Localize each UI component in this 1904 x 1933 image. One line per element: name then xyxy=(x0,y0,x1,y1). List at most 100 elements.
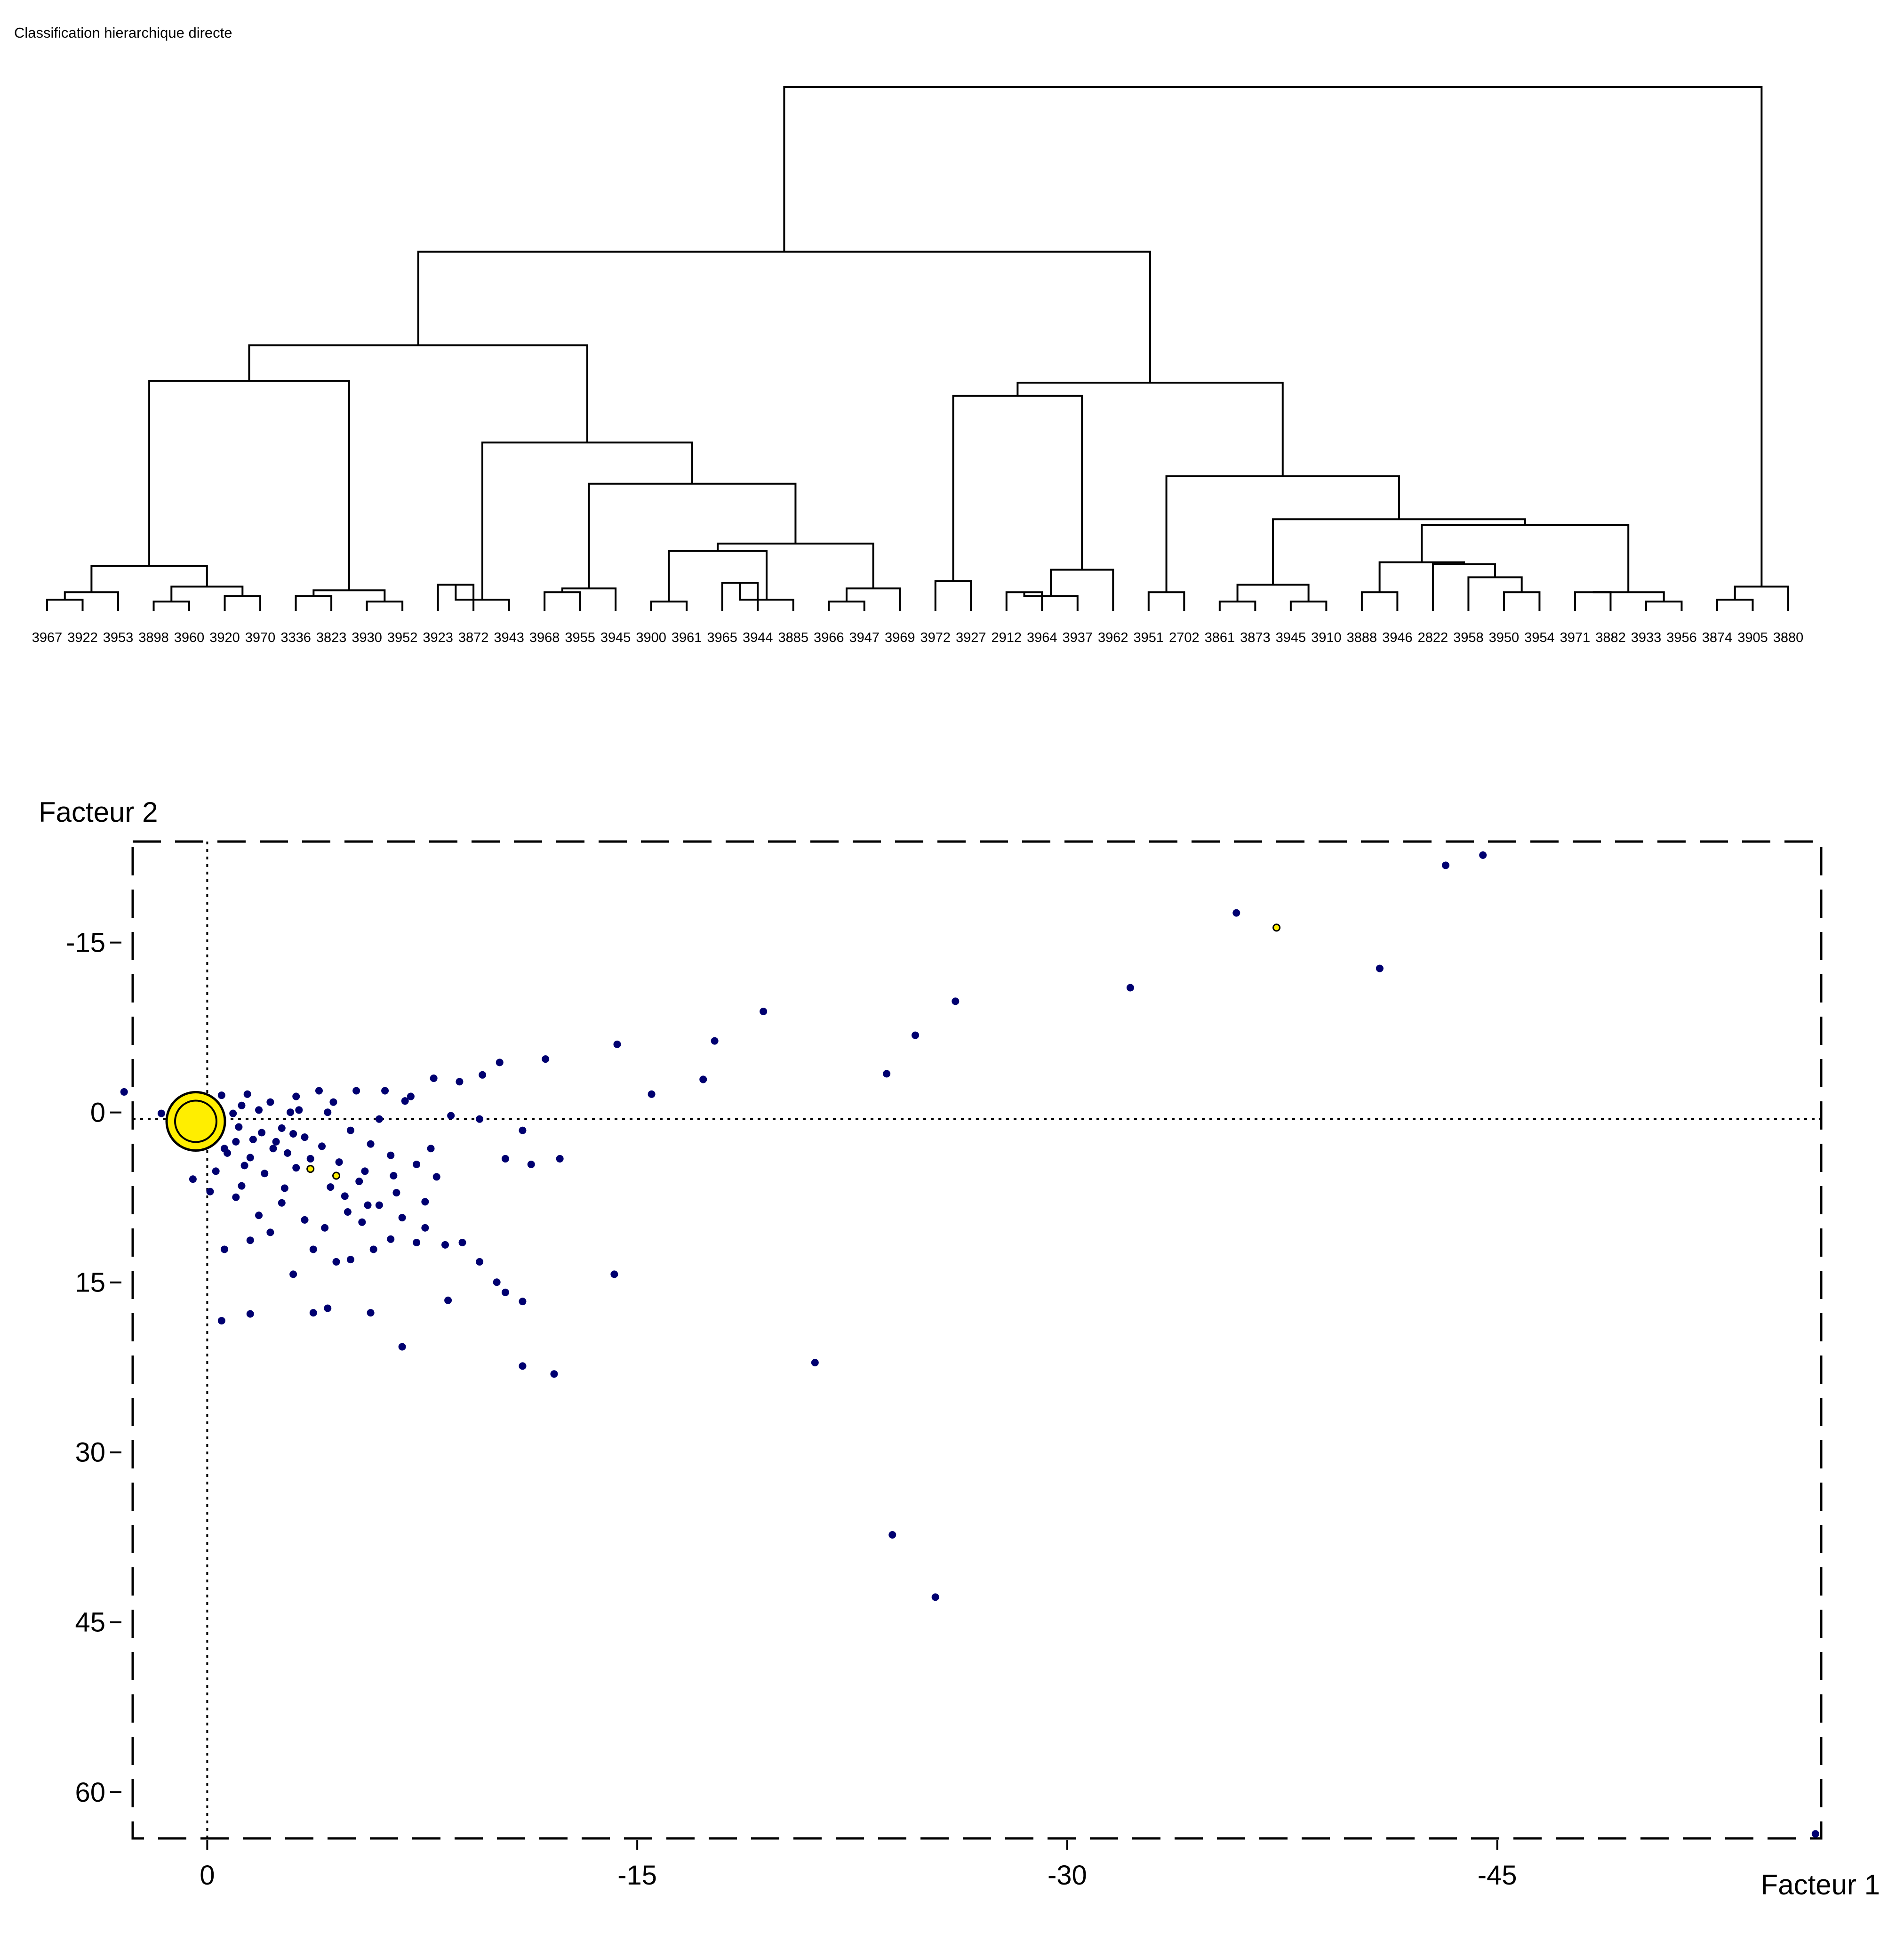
data-point xyxy=(232,1138,240,1146)
leaf-label: 3967 xyxy=(32,630,63,645)
leaf-label: 3945 xyxy=(600,630,631,645)
data-point xyxy=(367,1140,375,1148)
leaf-label: 3964 xyxy=(1027,630,1057,645)
dendrogram-link xyxy=(1467,576,1523,611)
leaf-label: 3958 xyxy=(1453,630,1484,645)
data-point xyxy=(280,1184,288,1192)
data-point xyxy=(421,1224,429,1232)
dendrogram-link xyxy=(1289,601,1328,611)
leaf-label: 3872 xyxy=(458,630,489,645)
data-point xyxy=(519,1298,527,1306)
data-point xyxy=(811,1359,819,1367)
y-tick-label: 30 xyxy=(75,1437,105,1468)
leaf-label: 3336 xyxy=(280,630,311,645)
data-point xyxy=(1479,851,1487,859)
data-point xyxy=(238,1182,246,1190)
data-point xyxy=(309,1245,317,1253)
data-point xyxy=(246,1310,254,1318)
data-point xyxy=(324,1108,332,1116)
leaf-label: 3965 xyxy=(707,630,737,645)
data-point xyxy=(413,1160,421,1168)
data-point xyxy=(427,1145,435,1153)
leaf-label: 3969 xyxy=(885,630,915,645)
leaf-label: 3823 xyxy=(316,630,347,645)
leaf-label: 3905 xyxy=(1737,630,1768,645)
dendrogram-link xyxy=(417,250,1152,383)
data-point xyxy=(444,1296,452,1304)
data-point xyxy=(157,1109,165,1117)
data-point xyxy=(346,1126,354,1134)
plot-border xyxy=(131,840,1823,1840)
data-point xyxy=(501,1288,509,1296)
data-point xyxy=(476,1115,484,1123)
highlight-point-inner xyxy=(174,1099,218,1143)
highlight-point xyxy=(332,1171,341,1180)
leaf-label: 3874 xyxy=(1702,630,1733,645)
data-point xyxy=(246,1236,254,1244)
data-point xyxy=(550,1370,558,1378)
dendrogram-link xyxy=(46,599,84,611)
data-point xyxy=(295,1106,303,1114)
leaf-label: 3923 xyxy=(423,630,453,645)
data-point xyxy=(344,1208,352,1216)
dendrogram-link xyxy=(668,550,768,602)
data-point xyxy=(387,1235,395,1243)
leaf-label: 3880 xyxy=(1773,630,1804,645)
dendrogram-link xyxy=(845,587,901,611)
data-point xyxy=(327,1183,335,1191)
leaf-label: 2912 xyxy=(992,630,1022,645)
data-point xyxy=(232,1193,240,1201)
data-point xyxy=(458,1239,466,1247)
dendrogram-link xyxy=(650,601,688,611)
data-point xyxy=(355,1178,363,1186)
data-point xyxy=(1441,861,1449,869)
data-point xyxy=(367,1309,375,1317)
dendrogram-link xyxy=(1592,591,1665,602)
data-point xyxy=(278,1124,286,1132)
y-tick-label: 60 xyxy=(75,1777,105,1808)
leaf-label: 3968 xyxy=(529,630,560,645)
leaf-label: 3956 xyxy=(1666,630,1697,645)
dendrogram-link xyxy=(1272,518,1526,585)
data-point xyxy=(888,1531,896,1539)
data-point xyxy=(238,1101,246,1109)
data-point xyxy=(392,1189,400,1197)
leaf-label: 3971 xyxy=(1560,630,1591,645)
data-point xyxy=(358,1218,366,1226)
data-point xyxy=(613,1040,621,1048)
leaf-label: 3888 xyxy=(1347,630,1377,645)
data-point xyxy=(278,1199,286,1207)
dendrogram-link xyxy=(1503,591,1541,611)
data-point xyxy=(430,1075,438,1083)
data-point xyxy=(369,1245,377,1253)
leaf-label: 3898 xyxy=(138,630,169,645)
y-axis-label: Facteur 2 xyxy=(39,796,158,828)
dendrogram-link xyxy=(152,601,191,611)
dendrogram-link xyxy=(1432,563,1496,611)
y-tick-label: 15 xyxy=(75,1267,105,1298)
dendrogram-link xyxy=(1218,601,1256,611)
data-point xyxy=(390,1172,398,1180)
leaf-label: 3947 xyxy=(849,630,880,645)
dendrogram-link xyxy=(295,595,333,611)
leaf-label: 3945 xyxy=(1276,630,1306,645)
data-point xyxy=(527,1160,535,1168)
data-point xyxy=(220,1245,228,1253)
dendrogram-link xyxy=(1236,584,1310,602)
dendrogram-link xyxy=(1360,591,1399,611)
data-point xyxy=(413,1239,421,1247)
leaf-label: 3960 xyxy=(174,630,205,645)
dendrogram-link xyxy=(64,591,120,611)
dendrogram-link xyxy=(828,601,865,611)
data-point xyxy=(364,1201,372,1209)
data-point xyxy=(120,1088,128,1096)
data-point xyxy=(243,1090,251,1098)
leaf-label: 3882 xyxy=(1595,630,1626,645)
leaf-label: 3951 xyxy=(1134,630,1164,645)
data-point xyxy=(501,1155,509,1163)
dendrogram-link xyxy=(934,580,972,611)
reference-lines xyxy=(133,842,1821,1838)
leaf-label: 3927 xyxy=(956,630,986,645)
dendrogram-link xyxy=(170,586,244,602)
data-point xyxy=(206,1187,214,1195)
